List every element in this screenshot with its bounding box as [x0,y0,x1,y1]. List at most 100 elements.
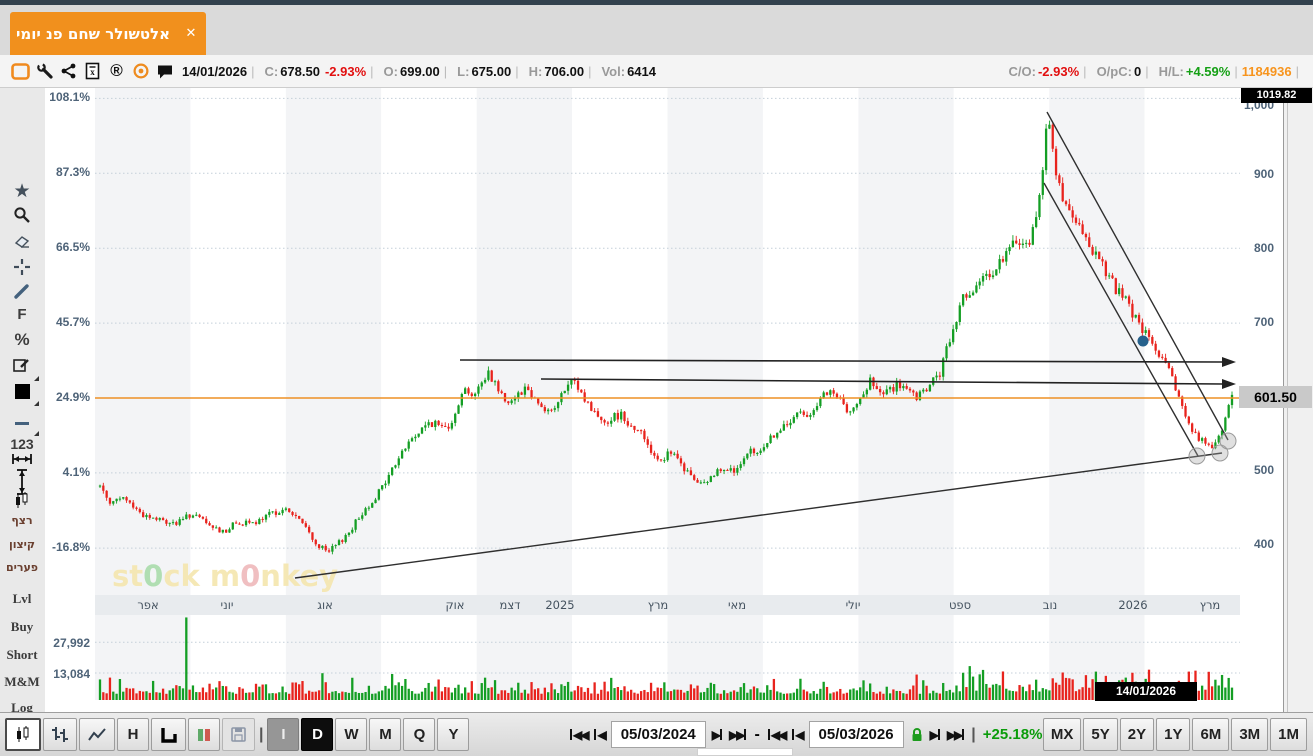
resistance-arrow-1[interactable] [459,359,1224,363]
period-button-3m[interactable]: 3M [1231,718,1269,751]
opc-value: 0 [1133,63,1142,79]
month-tick-label: מרץ [648,598,669,612]
tab-bar: אלטשולר שחם פנ יומי ✕ [0,5,1313,56]
period-button-5y[interactable]: 5Y [1083,718,1118,751]
h-chart-button[interactable]: H [117,718,149,751]
sidebar-item-short[interactable]: Short [6,647,38,662]
period-button-max[interactable]: MX [1042,718,1082,751]
total-volume-value: 1184936 [1241,63,1292,79]
drag-handle[interactable] [1188,447,1206,465]
close-change: -2.93% [324,63,367,79]
month-tick-label: נוב [1043,598,1057,612]
skip-forward-end-icon[interactable]: ▶▶ [947,729,965,741]
favorites-star-icon[interactable]: ★ [13,181,31,202]
candlestick-chart-button[interactable] [5,718,41,751]
skip-forward-start-icon[interactable]: ▶▶ [729,729,747,741]
sidebar-item-retzef[interactable]: רצף [11,514,33,527]
axis-tick-label: 400 [1253,537,1274,551]
volume-label: Vol: [601,63,626,79]
crosshair-icon[interactable] [0,258,44,281]
save-button[interactable] [222,718,255,751]
registered-icon[interactable]: ® [110,61,123,80]
axis-tick-label: 800 [1253,241,1274,255]
sidebar-item-lvl[interactable]: Lvl [12,591,32,606]
step-forward-start-icon[interactable]: ▶ [712,729,723,741]
interval-button-intraday[interactable]: I [267,718,300,751]
search-icon[interactable] [0,206,44,229]
start-date-field[interactable]: 05/03/2024 [610,721,706,748]
vertical-measure-icon[interactable] [0,468,44,501]
drag-handle[interactable] [1219,432,1237,450]
volume-value: 6414 [627,63,656,79]
co-label: C/O: [1008,63,1036,79]
low-value: 675.00 [471,63,512,79]
sidebar-item-buy[interactable]: Buy [10,619,34,634]
sidebar-item-kitzon[interactable]: קיצון [8,538,36,551]
high-label: H: [528,63,543,79]
lock-icon[interactable] [910,727,924,742]
axis-tick-label: 87.3% [55,165,90,180]
resistance-arrow-2[interactable] [540,378,1224,385]
drag-handle[interactable] [1211,444,1229,462]
open-value: 699.00 [400,63,440,79]
resistance-arrow-2-head [1222,379,1236,389]
ohlc-chart-button[interactable] [43,718,77,751]
period-button-1m[interactable]: 1M [1270,718,1307,751]
horizontal-measure-icon[interactable] [0,452,44,471]
comment-icon[interactable] [154,62,175,81]
last-price-badge: 601.50 [1239,386,1312,408]
share-icon[interactable] [58,62,79,81]
high-value: 706.00 [544,63,585,79]
period-button-6m[interactable]: 6M [1192,718,1230,751]
trendline-pen-icon[interactable] [0,283,44,306]
hl-label: H/L: [1158,63,1184,79]
tab-close-icon[interactable]: ✕ [185,26,197,41]
step-back-start-icon[interactable]: ◀ [593,729,607,741]
axis-tick-label: 13,084 [53,666,90,681]
down-channel-upper[interactable] [1046,111,1229,441]
target-icon[interactable] [130,62,151,81]
line-chart-button[interactable] [79,718,115,751]
close-label: C: [264,63,279,79]
interval-button-yearly[interactable]: Y [437,718,470,751]
numbers-tool[interactable]: 123 [10,436,34,452]
wrench-icon[interactable] [34,62,55,81]
end-date-field[interactable]: 05/03/2026 [808,721,904,748]
month-tick-label: יוני [221,598,234,612]
axis-tick-label: 4.1% [62,464,90,479]
note-edit-icon[interactable] [0,356,44,381]
rising-support-line[interactable] [294,452,1223,579]
step-forward-end-icon[interactable]: ▶ [930,729,941,741]
interval-button-monthly[interactable]: M [369,718,402,751]
interval-button-quarterly[interactable]: Q [403,718,436,751]
interval-button-weekly[interactable]: W [335,718,368,751]
bracket-chart-button[interactable] [151,718,186,751]
price-chart-plot[interactable]: st0ck m0nkey אפר יוני אוג אוק דצמ 2025 מרץ מאי יו… [95,88,1240,712]
sidebar-item-pearim[interactable]: פערים [5,561,39,574]
volume-style-button[interactable] [188,718,220,751]
crosshair-date-badge: 14/01/2026 [1095,682,1197,701]
period-button-1y[interactable]: 1Y [1156,718,1191,751]
window-icon[interactable] [10,62,31,81]
skip-back-end-icon[interactable]: ◀◀ [767,729,787,741]
scrollbar-thumb[interactable] [697,748,793,756]
axis-tick-label: 66.5% [55,240,90,255]
compare-candles-icon[interactable] [0,492,44,514]
fibonacci-tool[interactable]: F [17,306,27,323]
open-label: O: [383,63,398,79]
down-channel-lower[interactable] [1043,182,1199,457]
color-swatch-black[interactable] [0,384,44,406]
period-button-2y[interactable]: 2Y [1119,718,1155,751]
percent-tool[interactable]: % [14,330,30,349]
eraser-icon[interactable] [0,234,44,253]
sidebar-item-log[interactable]: Log [11,700,33,715]
sidebar-item-mm[interactable]: M&M [4,674,40,689]
line-style-dash[interactable] [0,416,44,436]
skip-back-start-icon[interactable]: ◀◀ [569,729,590,741]
hl-value: +4.59% [1185,63,1231,79]
excel-icon[interactable]: x [82,62,103,81]
interval-button-daily[interactable]: D [301,718,334,751]
step-back-end-icon[interactable]: ◀ [791,729,805,741]
blue-point-marker[interactable] [1137,335,1149,347]
chart-tab[interactable]: אלטשולר שחם פנ יומי ✕ [10,12,206,55]
